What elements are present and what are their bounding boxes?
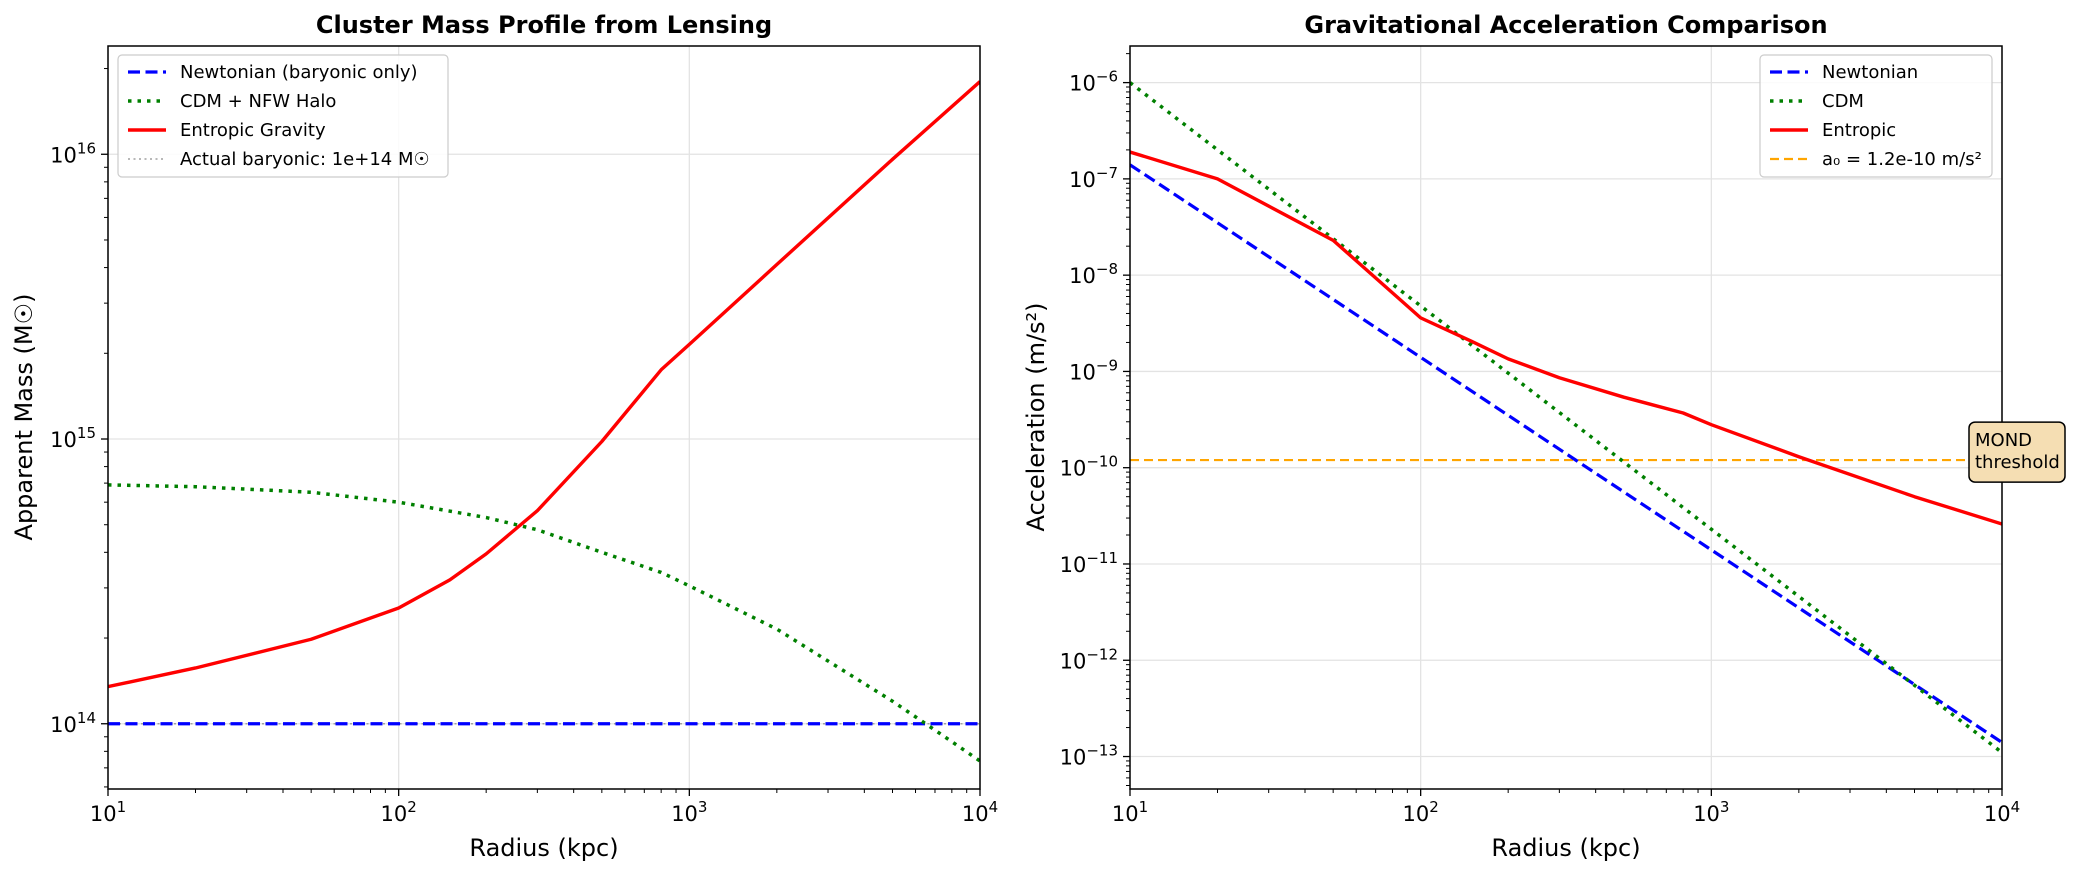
x-axis-label: Radius (kpc) — [469, 834, 618, 862]
acceleration-panel: Gravitational Acceleration Comparison 10… — [1022, 11, 2066, 862]
legend-label: CDM — [1822, 91, 1864, 112]
axes-frame — [1129, 45, 2003, 790]
annotation-text: MOND — [1975, 430, 2032, 451]
series-line — [1130, 150, 2002, 526]
series-line — [108, 483, 980, 763]
legend: Newtonian (baryonic only) CDM + NFW Halo E… — [117, 54, 449, 178]
legend-label: a₀ = 1.2e-10 m/s² — [1822, 149, 1982, 170]
legend-box — [117, 54, 449, 178]
legend-label: Actual baryonic: 1e+14 M☉ — [180, 149, 430, 170]
mass-profile-panel: Cluster Mass Profile from Lensing 101 102… — [10, 11, 998, 862]
legend-label: CDM + NFW Halo — [180, 91, 336, 112]
tick-group: 101 102 103 10410−610−710−810−910−1010−1110… — [1060, 53, 2020, 826]
chart-title: Gravitational Acceleration Comparison — [1304, 11, 1827, 39]
legend-box — [1759, 54, 1993, 178]
annotation-box — [1968, 421, 2066, 483]
legend-label: Newtonian — [1822, 62, 1918, 83]
y-axis-label: Acceleration (m/s²) — [1022, 302, 1050, 531]
annotation-text: threshold — [1975, 452, 2060, 473]
y-axis-label: Apparent Mass (M☉) — [10, 294, 38, 541]
axes-frame — [107, 45, 981, 790]
series-group — [108, 80, 980, 763]
x-axis-label: Radius (kpc) — [1491, 834, 1640, 862]
legend-label: Entropic Gravity — [180, 120, 326, 141]
y-tick-label: 1015 — [50, 424, 96, 452]
series-line — [1130, 81, 2002, 754]
legend-label: Entropic — [1822, 120, 1896, 141]
y-tick-label: 1016 — [50, 139, 96, 167]
series-line — [108, 80, 980, 689]
legend: Newtonian CDM Entropic a₀ = 1.2e-10 m/s² — [1759, 54, 1993, 178]
y-tick-label: 10−10 — [1060, 453, 1118, 481]
series-group — [1130, 81, 2002, 754]
y-tick-label: 1014 — [50, 709, 96, 737]
chart-title: Cluster Mass Profile from Lensing — [316, 11, 772, 39]
legend-label: Newtonian (baryonic only) — [180, 62, 418, 83]
